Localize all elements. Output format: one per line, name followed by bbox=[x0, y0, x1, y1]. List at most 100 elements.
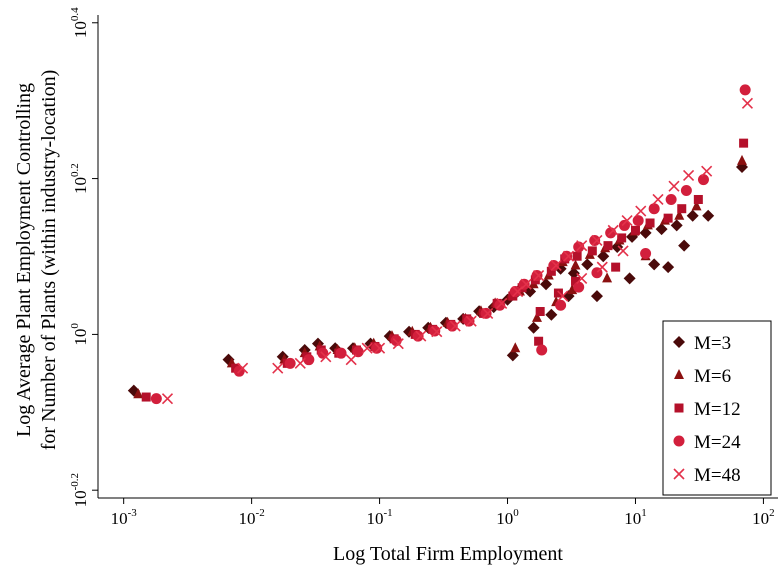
data-point-circle bbox=[463, 315, 475, 327]
y-axis-title-line-2: for Number of Plants (within industry-lo… bbox=[38, 70, 60, 451]
y-tick-label: 100.2 bbox=[69, 163, 90, 194]
data-point-triangle bbox=[567, 284, 578, 295]
legend-marker-square bbox=[674, 403, 684, 413]
data-point-x bbox=[392, 338, 404, 350]
data-point-circle bbox=[640, 248, 652, 260]
data-point-circle bbox=[573, 281, 585, 293]
data-point-x bbox=[415, 330, 427, 342]
x-tick-label: 10-3 bbox=[111, 507, 138, 528]
data-point-x bbox=[496, 297, 508, 309]
data-point-diamond bbox=[623, 272, 636, 285]
data-point-circle bbox=[303, 354, 315, 366]
data-point-triangle bbox=[133, 388, 144, 399]
data-points bbox=[127, 84, 754, 405]
data-point-circle bbox=[548, 259, 560, 271]
legend-label: M=24 bbox=[694, 432, 741, 453]
data-point-diamond bbox=[590, 290, 603, 303]
legend-label: M=3 bbox=[694, 333, 731, 354]
data-point-diamond bbox=[527, 321, 540, 334]
data-point-x bbox=[621, 215, 633, 227]
data-point-square bbox=[553, 288, 563, 298]
data-point-square bbox=[546, 266, 556, 276]
data-point-square bbox=[535, 307, 545, 317]
data-point-triangle bbox=[691, 200, 702, 211]
data-point-circle bbox=[412, 330, 424, 342]
data-point-diamond bbox=[670, 219, 683, 232]
legend: M=3 M=6 M=12 M=24 M=48 bbox=[662, 320, 772, 496]
data-point-x bbox=[683, 169, 695, 181]
data-point-circle bbox=[680, 185, 692, 197]
data-point-circle bbox=[573, 241, 585, 253]
data-point-diamond bbox=[639, 226, 652, 239]
data-point-circle bbox=[555, 299, 567, 311]
data-point-x bbox=[512, 285, 524, 298]
x-axis-title: Log Total Firm Employment bbox=[333, 543, 563, 565]
y-tick-label: 100.4 bbox=[69, 7, 90, 38]
data-point-circle bbox=[284, 357, 296, 369]
data-point-circle bbox=[632, 215, 644, 227]
x-tick-label: 101 bbox=[624, 507, 647, 528]
y-axis-title-line-1: Log Average Plant Employment Controlling bbox=[13, 83, 35, 437]
data-point-x bbox=[320, 351, 332, 363]
data-point-circle bbox=[618, 219, 630, 231]
data-point-x bbox=[431, 326, 443, 338]
data-point-diamond bbox=[567, 267, 580, 280]
data-point-x bbox=[635, 205, 647, 217]
data-point-x bbox=[591, 234, 603, 247]
data-point-square bbox=[630, 225, 640, 235]
data-point-circle bbox=[648, 203, 660, 215]
data-point-square bbox=[611, 262, 621, 272]
data-point-circle bbox=[697, 174, 709, 186]
data-point-x bbox=[617, 245, 629, 257]
data-point-circle bbox=[589, 234, 601, 246]
data-point-triangle bbox=[570, 259, 581, 270]
data-point-x bbox=[361, 342, 373, 354]
data-point-diamond bbox=[662, 261, 675, 274]
data-point-x bbox=[345, 354, 357, 366]
data-point-diamond bbox=[581, 258, 594, 271]
data-point-x bbox=[563, 250, 575, 262]
data-point-x bbox=[652, 193, 664, 206]
data-point-x bbox=[557, 290, 569, 302]
data-point-square bbox=[603, 241, 613, 251]
x-tick-label: 10-1 bbox=[366, 507, 392, 528]
data-point-x bbox=[374, 342, 386, 354]
data-point-diamond bbox=[597, 250, 610, 263]
data-point-triangle bbox=[532, 311, 543, 322]
data-point-square bbox=[645, 218, 655, 228]
data-point-square bbox=[617, 233, 627, 243]
y-tick-label: 100 bbox=[69, 323, 90, 346]
data-point-square bbox=[739, 138, 749, 148]
axes: 10-3 10-2 10-1 100 101 102 10-0.2 100 100.2 100.4 bbox=[69, 7, 778, 528]
data-point-diamond bbox=[655, 223, 668, 236]
data-point-circle bbox=[335, 347, 347, 359]
data-point-square bbox=[534, 336, 544, 346]
data-point-triangle bbox=[674, 209, 685, 220]
data-point-square bbox=[587, 246, 597, 256]
legend-marker-diamond bbox=[673, 336, 685, 348]
data-point-diamond bbox=[702, 209, 715, 222]
data-point-diamond bbox=[678, 239, 691, 252]
data-point-diamond bbox=[506, 349, 519, 362]
data-point-x bbox=[576, 272, 588, 284]
data-point-diamond bbox=[545, 308, 558, 321]
data-point-circle bbox=[429, 325, 441, 337]
data-point-x bbox=[482, 307, 494, 319]
legend-label: M=48 bbox=[694, 465, 741, 486]
data-point-square bbox=[677, 204, 687, 214]
data-point-triangle bbox=[736, 154, 747, 165]
data-point-circle bbox=[509, 286, 521, 298]
data-point-x bbox=[576, 240, 588, 252]
x-tick-label: 102 bbox=[752, 507, 775, 528]
data-point-diamond bbox=[686, 209, 699, 222]
data-point-circle bbox=[536, 344, 548, 356]
legend-marker-triangle bbox=[674, 369, 684, 379]
data-point-square bbox=[571, 276, 581, 286]
data-point-circle bbox=[739, 84, 751, 96]
data-point-square bbox=[141, 392, 151, 402]
data-point-circle bbox=[446, 320, 458, 332]
y-tick-label: 10-0.2 bbox=[69, 473, 90, 507]
data-point-diamond bbox=[540, 278, 553, 291]
x-tick-label: 100 bbox=[496, 507, 519, 528]
